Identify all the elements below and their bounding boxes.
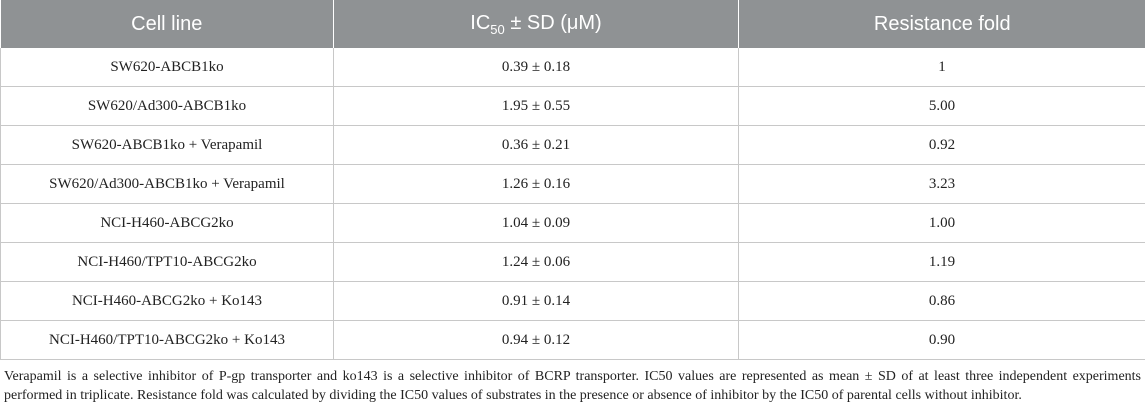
resistance-fold-value: 1.19 bbox=[739, 243, 1145, 282]
ic50-value: 1.24 ± 0.06 bbox=[334, 243, 739, 282]
resistance-fold-value: 1.00 bbox=[739, 204, 1145, 243]
results-table: Cell line IC50 ± SD (μM) Resistance fold… bbox=[0, 0, 1145, 360]
cell-line-value: SW620/Ad300-ABCB1ko bbox=[1, 87, 334, 126]
table-body: SW620-ABCB1ko 0.39 ± 0.18 1 SW620/Ad300-… bbox=[1, 48, 1145, 360]
table-row: SW620-ABCB1ko 0.39 ± 0.18 1 bbox=[1, 48, 1145, 87]
ic50-value: 0.39 ± 0.18 bbox=[334, 48, 739, 87]
table-row: SW620/Ad300-ABCB1ko 1.95 ± 0.55 5.00 bbox=[1, 87, 1145, 126]
resistance-fold-value: 3.23 bbox=[739, 165, 1145, 204]
header-ic50-prefix: IC bbox=[470, 12, 490, 34]
ic50-value: 1.95 ± 0.55 bbox=[334, 87, 739, 126]
header-cell-line: Cell line bbox=[1, 0, 334, 48]
header-ic50-subscript: 50 bbox=[490, 22, 504, 37]
header-resistance-fold: Resistance fold bbox=[739, 0, 1145, 48]
header-ic50-suffix: ± SD (μM) bbox=[505, 12, 602, 34]
cell-line-value: NCI-H460/TPT10-ABCG2ko bbox=[1, 243, 334, 282]
ic50-value: 1.04 ± 0.09 bbox=[334, 204, 739, 243]
table-row: NCI-H460/TPT10-ABCG2ko 1.24 ± 0.06 1.19 bbox=[1, 243, 1145, 282]
cell-line-value: NCI-H460-ABCG2ko + Ko143 bbox=[1, 282, 334, 321]
table-row: NCI-H460-ABCG2ko + Ko143 0.91 ± 0.14 0.8… bbox=[1, 282, 1145, 321]
cell-line-value: SW620-ABCB1ko + Verapamil bbox=[1, 126, 334, 165]
table-row: NCI-H460/TPT10-ABCG2ko + Ko143 0.94 ± 0.… bbox=[1, 321, 1145, 360]
cell-line-value: NCI-H460/TPT10-ABCG2ko + Ko143 bbox=[1, 321, 334, 360]
resistance-fold-value: 0.90 bbox=[739, 321, 1145, 360]
table-header: Cell line IC50 ± SD (μM) Resistance fold bbox=[1, 0, 1145, 48]
table-row: SW620/Ad300-ABCB1ko + Verapamil 1.26 ± 0… bbox=[1, 165, 1145, 204]
ic50-value: 0.94 ± 0.12 bbox=[334, 321, 739, 360]
header-ic50: IC50 ± SD (μM) bbox=[334, 0, 739, 48]
resistance-fold-value: 5.00 bbox=[739, 87, 1145, 126]
table-row: NCI-H460-ABCG2ko 1.04 ± 0.09 1.00 bbox=[1, 204, 1145, 243]
ic50-value: 0.36 ± 0.21 bbox=[334, 126, 739, 165]
ic50-value: 0.91 ± 0.14 bbox=[334, 282, 739, 321]
header-resistance-label: Resistance fold bbox=[874, 13, 1011, 35]
cell-line-value: SW620-ABCB1ko bbox=[1, 48, 334, 87]
resistance-fold-value: 0.86 bbox=[739, 282, 1145, 321]
ic50-value: 1.26 ± 0.16 bbox=[334, 165, 739, 204]
resistance-fold-value: 1 bbox=[739, 48, 1145, 87]
header-row: Cell line IC50 ± SD (μM) Resistance fold bbox=[1, 0, 1145, 48]
table-row: SW620-ABCB1ko + Verapamil 0.36 ± 0.21 0.… bbox=[1, 126, 1145, 165]
cell-line-value: SW620/Ad300-ABCB1ko + Verapamil bbox=[1, 165, 334, 204]
resistance-fold-value: 0.92 bbox=[739, 126, 1145, 165]
table-footnote: Verapamil is a selective inhibitor of P-… bbox=[4, 367, 1141, 405]
header-cell-line-label: Cell line bbox=[131, 13, 202, 35]
cell-line-value: NCI-H460-ABCG2ko bbox=[1, 204, 334, 243]
